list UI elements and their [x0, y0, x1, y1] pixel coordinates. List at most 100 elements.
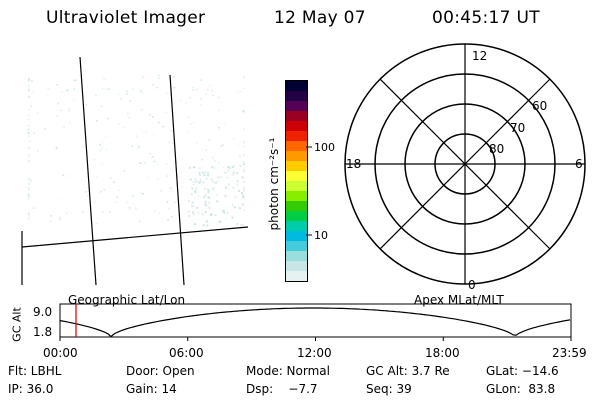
emission-speck	[167, 219, 169, 221]
emission-speck	[99, 144, 101, 146]
emission-speck	[113, 181, 115, 184]
emission-speck	[206, 220, 209, 223]
polar-plot: 12 6 0 18 60 70 80	[344, 43, 586, 292]
emission-speck	[28, 125, 30, 127]
emission-speck	[205, 211, 207, 213]
emission-speck	[223, 209, 225, 212]
emission-speck	[207, 174, 209, 177]
emission-speck	[138, 220, 141, 223]
emission-speck	[28, 132, 30, 134]
emission-speck	[223, 122, 226, 124]
emission-speck	[211, 188, 214, 191]
emission-speck	[217, 96, 220, 99]
emission-speck	[214, 214, 217, 216]
emission-speck	[194, 178, 197, 181]
emission-speck	[243, 170, 245, 173]
emission-speck	[192, 211, 195, 214]
aurora-emission	[28, 75, 245, 227]
emission-speck	[28, 217, 30, 220]
emission-speck	[140, 162, 142, 164]
emission-speck	[198, 181, 201, 184]
emission-speck	[243, 202, 245, 205]
emission-speck	[28, 194, 30, 197]
emission-speck	[126, 93, 129, 95]
emission-speck	[28, 118, 30, 121]
emission-speck	[203, 174, 206, 177]
emission-speck	[241, 203, 244, 206]
longitude-line	[79, 56, 97, 286]
emission-speck	[208, 190, 211, 192]
emission-speck	[205, 93, 207, 95]
image-date: 12 May 07	[274, 8, 366, 28]
emission-speck	[68, 109, 70, 112]
emission-speck	[101, 163, 103, 165]
emission-speck	[105, 88, 108, 90]
emission-speck	[212, 156, 214, 159]
emission-speck	[57, 102, 60, 105]
emission-speck	[199, 104, 202, 106]
emission-speck	[191, 201, 194, 204]
emission-speck	[186, 130, 189, 133]
emission-speck	[242, 194, 245, 197]
emission-speck	[73, 88, 76, 90]
emission-speck	[127, 112, 129, 115]
emission-speck	[214, 182, 217, 184]
xtick-1200: 12:00	[297, 346, 332, 360]
orbit-altitude-curve	[59, 307, 571, 338]
emission-speck	[212, 180, 214, 183]
colorbar-swatch	[286, 261, 307, 271]
emission-speck	[237, 90, 239, 93]
emission-speck	[49, 220, 52, 222]
altitude-plot-frame	[59, 303, 572, 338]
app-title: Ultraviolet Imager	[46, 8, 206, 28]
emission-speck	[157, 75, 160, 77]
emission-speck	[116, 196, 118, 199]
emission-speck	[120, 98, 122, 100]
mlt-label-6: 6	[575, 157, 583, 171]
emission-speck	[219, 220, 222, 223]
emission-speck	[132, 195, 134, 197]
gc-alt-axis-label: GC Alt	[10, 307, 24, 342]
emission-speck	[202, 181, 205, 184]
info-door: Door: Open	[126, 364, 195, 378]
emission-speck	[205, 149, 208, 152]
emission-speck	[126, 201, 129, 204]
emission-speck	[102, 211, 104, 214]
colorbar-swatch	[286, 241, 307, 251]
emission-speck	[29, 178, 32, 181]
emission-speck	[135, 135, 138, 137]
emission-speck	[28, 160, 30, 163]
colorbar-tick-100: 100	[314, 141, 335, 154]
ytick-1.8: 1.8	[33, 325, 53, 339]
xtick-2359: 23:59	[552, 346, 587, 360]
emission-speck	[243, 160, 245, 163]
image-time: 00:45:17 UT	[432, 8, 540, 28]
emission-speck	[100, 105, 103, 108]
color-scale-bar	[285, 80, 308, 282]
emission-speck	[139, 90, 142, 92]
emission-speck	[85, 191, 87, 193]
colorbar-swatch	[286, 101, 307, 111]
emission-speck	[129, 100, 131, 102]
emission-speck	[151, 156, 154, 158]
emission-speck	[82, 145, 85, 148]
emission-speck	[236, 183, 239, 186]
emission-speck	[32, 91, 35, 93]
emission-speck	[206, 224, 209, 227]
emission-speck	[138, 145, 141, 148]
emission-speck	[170, 189, 172, 192]
polar-axis	[379, 78, 551, 250]
emission-speck	[188, 215, 191, 217]
emission-speck	[236, 179, 239, 182]
info-dsp: Dsp: −7.7	[246, 382, 318, 396]
emission-speck	[226, 212, 229, 214]
emission-speck	[28, 212, 30, 215]
colorbar-swatch	[286, 271, 307, 281]
emission-speck	[243, 180, 245, 183]
emission-speck	[226, 177, 229, 179]
emission-speck	[191, 86, 194, 89]
emission-speck	[240, 224, 243, 227]
emission-speck	[241, 176, 244, 179]
lat-label-80: 80	[489, 142, 504, 156]
info-gc-alt: GC Alt: 3.7 Re	[366, 364, 450, 378]
